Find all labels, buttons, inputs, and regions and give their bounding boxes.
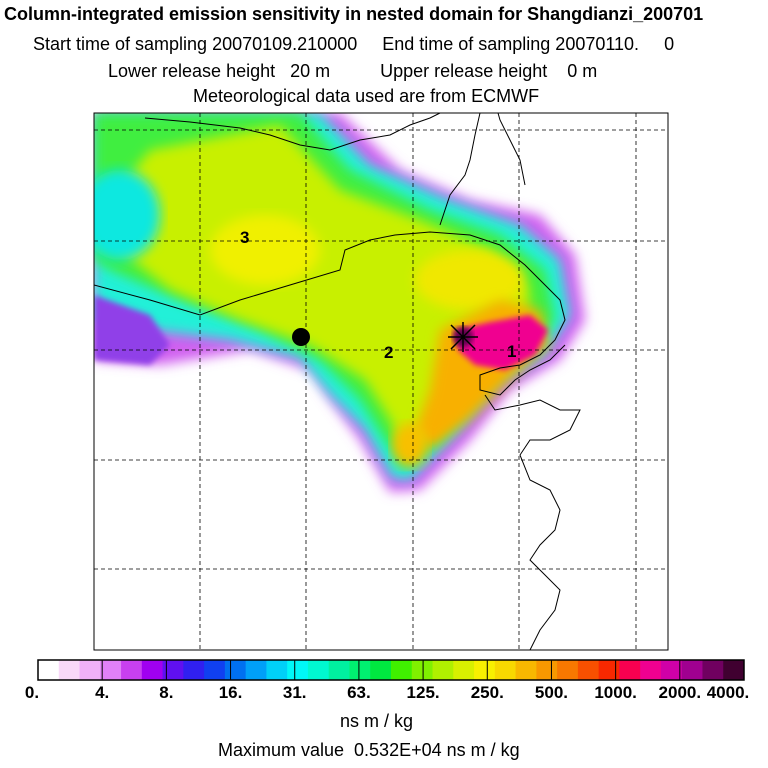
colorbar-cell <box>660 660 683 680</box>
colorbar-cell <box>141 660 164 680</box>
star-icon <box>448 322 478 352</box>
marker-label-3: 3 <box>240 228 249 247</box>
colorbar-cell <box>474 660 496 680</box>
colorbar-unit: ns m / kg <box>340 711 414 731</box>
marker-label-2: 2 <box>384 343 393 362</box>
colorbar-cell <box>453 660 475 680</box>
colorbar-tick-label: 4000. <box>706 683 750 702</box>
release-height-line: Lower release height 20 m Upper release … <box>108 61 598 81</box>
colorbar-cell <box>702 660 724 680</box>
colorbar-tick-label: 250. <box>470 683 504 702</box>
colorbar-cell <box>370 660 392 680</box>
colorbar-cell <box>245 660 267 680</box>
colorbar-tick-label: 16. <box>218 683 243 702</box>
colorbar-cell <box>411 660 434 680</box>
colorbar-tick-label: 8. <box>159 683 174 702</box>
colorbar-cell <box>494 660 517 680</box>
marker-label-1: 1 <box>507 342 516 361</box>
colorbar-cell <box>183 660 205 680</box>
colorbar-cell <box>557 660 579 680</box>
colorbar-cell <box>38 660 60 680</box>
colorbar-cell <box>204 660 226 680</box>
colorbar-tick-label: 2000. <box>658 683 702 702</box>
colorbar-cell <box>162 660 184 680</box>
colorbar-cell <box>349 660 371 680</box>
colorbar-cell <box>79 660 101 680</box>
colorbar-cell <box>640 660 662 680</box>
colorbar-cell <box>287 660 309 680</box>
plume-field <box>94 113 668 650</box>
colorbar-cell <box>328 660 350 680</box>
colorbar-cell <box>100 660 122 680</box>
colorbar-cell <box>681 660 703 680</box>
colorbar-tick-label: 0. <box>24 683 40 702</box>
colorbar-tick-label: 31. <box>282 683 307 702</box>
colorbar-cell <box>121 660 143 680</box>
map-title: Column-integrated emission sensitivity i… <box>4 4 704 24</box>
colorbar-cell <box>391 660 413 680</box>
colorbar-tick-label: 63. <box>347 683 371 702</box>
colorbar-cell <box>432 660 454 680</box>
sampling-time-line: Start time of sampling 20070109.210000 E… <box>33 34 675 54</box>
colorbar-cell <box>224 660 247 680</box>
colorbar-cell <box>598 660 620 680</box>
colorbar-cell <box>515 660 537 680</box>
coastlines <box>94 113 581 650</box>
colorbar-cell <box>536 660 558 680</box>
colorbar-cell <box>58 660 81 680</box>
map-frame <box>93 112 669 651</box>
colorbar-cell <box>577 660 600 680</box>
colorbar-cell <box>723 660 745 680</box>
colorbar-cell <box>619 660 641 680</box>
colorbar-tick-label: 1000. <box>594 683 637 702</box>
grid-lines <box>94 113 668 650</box>
meteo-data-line: Meteorological data used are from ECMWF <box>193 86 540 106</box>
maximum-value: Maximum value 0.532E+04 ns m / kg <box>218 740 520 760</box>
filled-circle-icon <box>292 328 310 346</box>
colorbar-tick-label: 500. <box>534 683 568 702</box>
colorbar-cell <box>266 660 288 680</box>
colorbar-tick-label: 125. <box>406 683 440 702</box>
colorbar-cell <box>307 660 330 680</box>
colorbar-tick-label: 4. <box>95 683 110 702</box>
